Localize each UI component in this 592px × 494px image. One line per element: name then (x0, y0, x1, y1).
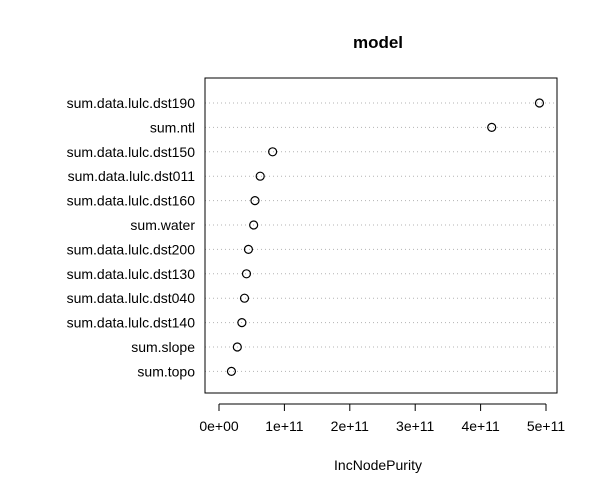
x-tick-label: 3e+11 (396, 418, 434, 434)
data-points (226, 98, 545, 376)
chart-title: model (353, 33, 403, 52)
data-point (250, 196, 260, 206)
data-point (237, 318, 247, 328)
data-point (249, 220, 259, 230)
category-label: sum.data.lulc.dst200 (67, 241, 196, 257)
category-labels: sum.data.lulc.dst190 sum.ntl sum.data.lulc… (67, 95, 196, 379)
data-point (268, 147, 278, 157)
data-point (232, 342, 242, 352)
data-point (241, 269, 252, 279)
category-label: sum.data.lulc.dst040 (67, 290, 196, 306)
category-label: sum.data.lulc.dst160 (67, 193, 196, 209)
data-point (534, 98, 545, 108)
plot-area-frame (204, 77, 558, 394)
x-tick-label: 0e+00 (199, 418, 239, 434)
data-point (255, 171, 265, 181)
data-point (226, 366, 237, 376)
x-tick-label: 4e+11 (461, 418, 499, 434)
category-label: sum.slope (131, 339, 195, 355)
x-axis-label: IncNodePurity (334, 457, 422, 473)
category-label: sum.data.lulc.dst150 (67, 144, 196, 160)
category-label: sum.data.lulc.dst190 (67, 95, 196, 111)
x-tick-label: 5e+11 (527, 418, 565, 434)
x-tick-label: 1e+11 (265, 418, 303, 434)
category-label: sum.water (130, 217, 195, 233)
x-tick-label: 2e+11 (331, 418, 369, 434)
data-point (487, 122, 497, 133)
category-label: sum.topo (137, 363, 195, 379)
grid-lines (205, 102, 557, 372)
category-label: sum.data.lulc.dst140 (67, 315, 196, 331)
category-label: sum.ntl (150, 119, 195, 135)
x-axis: 0e+00 1e+11 2e+11 3e+11 4e+11 5e+11 (199, 403, 565, 434)
data-point (243, 244, 254, 254)
category-label: sum.data.lulc.dst130 (67, 266, 196, 282)
category-label: sum.data.lulc.dst011 (68, 168, 196, 184)
data-point (239, 293, 250, 303)
